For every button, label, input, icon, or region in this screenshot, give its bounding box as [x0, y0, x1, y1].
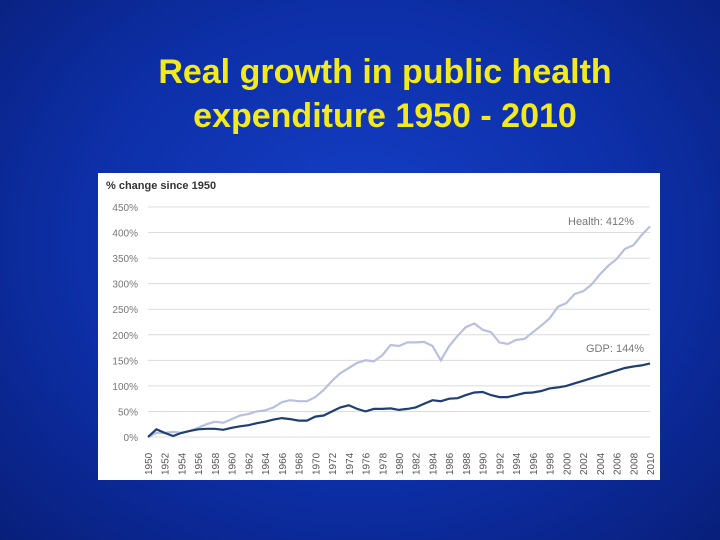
y-tick-label: 150%	[112, 356, 138, 367]
health-annotation: Health: 412%	[568, 216, 634, 228]
x-tick-label: 1956	[194, 452, 205, 475]
series-line-gdp	[147, 362, 651, 438]
x-tick-label: 1984	[428, 452, 439, 475]
x-tick-label: 1950	[144, 452, 155, 475]
x-tick-label: 1982	[412, 452, 423, 475]
x-tick-labels: 1950 1952 1954 1956 1958 1960 1962 1964 1966 1968…	[144, 452, 657, 475]
x-tick-label: 2010	[646, 452, 657, 475]
gridlines	[148, 206, 650, 438]
line-chart: % change since 1950 0% 50% 100% 150% 200% 250…	[106, 180, 657, 475]
gdp-annotation: GDP: 144%	[586, 343, 644, 355]
y-tick-label: 250%	[112, 305, 138, 316]
x-tick-label: 2008	[629, 452, 640, 475]
x-tick-label: 1970	[311, 452, 322, 475]
x-tick-label: 2002	[579, 452, 590, 475]
x-tick-label: 1994	[512, 452, 523, 475]
y-tick-label: 450%	[112, 203, 138, 214]
x-tick-label: 1998	[546, 452, 557, 475]
x-tick-label: 1962	[244, 452, 255, 475]
x-tick-label: 1954	[177, 452, 188, 475]
y-axis-title: % change since 1950	[106, 180, 216, 192]
x-tick-label: 1952	[161, 452, 172, 475]
slide-title-line-2: expenditure 1950 - 2010	[193, 97, 577, 135]
y-tick-labels: 0% 50% 100% 150% 200% 250% 300% 350% 400% 450%	[112, 203, 138, 444]
x-tick-label: 2000	[562, 452, 573, 475]
x-tick-label: 1992	[495, 452, 506, 475]
x-tick-label: 1990	[479, 452, 490, 475]
x-tick-label: 1972	[328, 452, 339, 475]
y-tick-label: 400%	[112, 229, 138, 240]
y-tick-label: 50%	[118, 407, 138, 418]
x-tick-label: 1966	[278, 452, 289, 475]
x-tick-label: 1968	[295, 452, 306, 475]
x-tick-label: 1986	[445, 452, 456, 475]
slide-title-line-1: Real growth in public health	[158, 53, 612, 91]
y-tick-label: 0%	[124, 433, 139, 444]
y-tick-label: 350%	[112, 254, 138, 265]
chart-panel: % change since 1950 0% 50% 100% 150% 200% 250…	[98, 173, 660, 480]
x-tick-label: 1974	[345, 452, 356, 475]
x-tick-label: 1958	[211, 452, 222, 475]
x-tick-label: 2004	[596, 452, 607, 475]
series-line-health	[147, 225, 651, 438]
x-tick-label: 2006	[613, 452, 624, 475]
x-tick-label: 1960	[228, 452, 239, 475]
x-tick-label: 1976	[362, 452, 373, 475]
x-tick-label: 1980	[395, 452, 406, 475]
x-tick-label: 1988	[462, 452, 473, 475]
y-tick-label: 100%	[112, 382, 138, 393]
x-tick-label: 1996	[529, 452, 540, 475]
y-tick-label: 200%	[112, 331, 138, 342]
x-tick-label: 1964	[261, 452, 272, 475]
slide-title: Real growth in public health expenditure…	[0, 50, 720, 138]
y-tick-label: 300%	[112, 280, 138, 291]
x-tick-label: 1978	[378, 452, 389, 475]
